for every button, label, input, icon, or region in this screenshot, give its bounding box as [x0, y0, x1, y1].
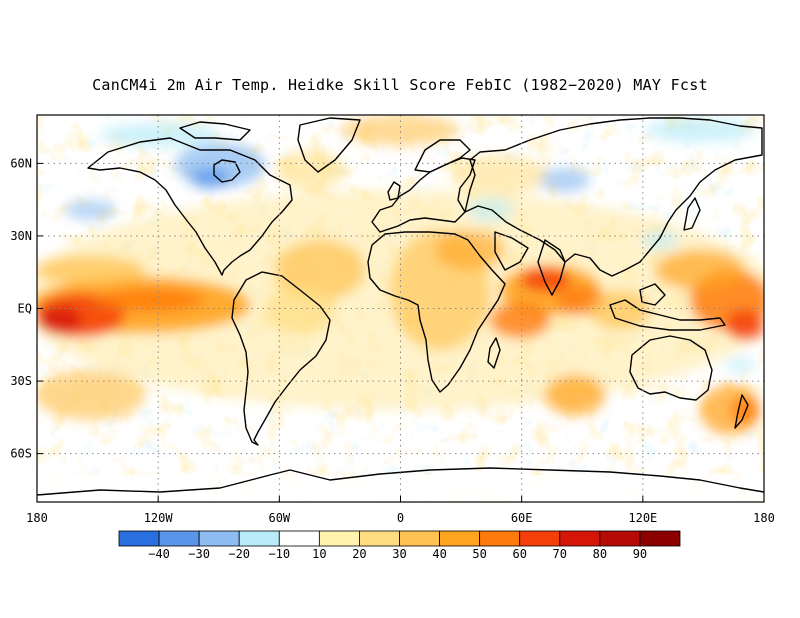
map-frame: [36, 114, 765, 503]
colorbar-label: 40: [432, 547, 446, 561]
coast-europe: [371, 157, 476, 233]
coast-hudson: [213, 159, 241, 183]
coast-arctic-islands: [179, 121, 251, 141]
coast-uk: [387, 181, 401, 201]
colorbar-swatch: [519, 530, 561, 547]
chart-title: CanCM4i 2m Air Temp. Heidke Skill Score …: [92, 76, 708, 94]
coast-india: [537, 239, 566, 296]
colorbar-label: −30: [188, 547, 210, 561]
lon-tick-label: 180: [753, 511, 775, 525]
lat-tick-label: 60N: [10, 156, 32, 170]
colorbar-label: −20: [228, 547, 250, 561]
colorbar-label: 90: [633, 547, 647, 561]
lon-tick-label: 120W: [144, 511, 174, 525]
lat-tick-label: EQ: [18, 302, 32, 316]
colorbar-swatch: [559, 530, 601, 547]
lat-tick-label: 30N: [10, 229, 32, 243]
colorbar-label: 70: [553, 547, 567, 561]
coast-greenland: [297, 117, 361, 173]
colorbar-label: 30: [392, 547, 406, 561]
coast-africa: [367, 231, 506, 393]
lat-tick-label: 60S: [10, 447, 32, 461]
colorbar-swatch: [399, 530, 440, 547]
coast-south-america: [231, 271, 331, 446]
colorbar-swatch: [479, 530, 521, 547]
colorbar: −40 −30 −20 −10 10 20 30 40 50 60 70 80 90: [118, 530, 681, 561]
coast-antarctica: [37, 467, 764, 496]
coast-indonesia: [609, 299, 726, 331]
coast-borneo: [639, 283, 666, 306]
gridlines: [37, 115, 764, 502]
coast-japan: [683, 197, 701, 231]
colorbar-swatch: [278, 530, 320, 547]
axis-ticks: [36, 162, 765, 502]
lon-tick-label: 180: [26, 511, 48, 525]
colorbar-swatch: [318, 530, 360, 547]
lon-tick-label: 60W: [268, 511, 290, 525]
lon-tick-label: 0: [397, 511, 404, 525]
coast-asia: [464, 117, 763, 277]
field-blobs: [37, 115, 764, 435]
colorbar-swatch: [118, 530, 160, 547]
coast-north-america: [87, 137, 293, 276]
coast-new-zealand: [734, 394, 749, 429]
lon-tick-label: 60E: [511, 511, 533, 525]
colorbar-swatch: [439, 530, 481, 547]
coast-scandinavia: [414, 139, 471, 173]
colorbar-label: 80: [593, 547, 607, 561]
colorbar-label: 50: [472, 547, 486, 561]
colorbar-label: −10: [268, 547, 290, 561]
colorbar-label: −40: [148, 547, 170, 561]
colorbar-swatch: [238, 530, 280, 547]
axis-labels: 60N 30N EQ 30S 60S 180 120W 60W 0 60E 120E 180: [10, 156, 775, 525]
lat-tick-label: 30S: [10, 374, 32, 388]
coast-madagascar: [487, 337, 501, 369]
colorbar-label: 20: [352, 547, 366, 561]
coast-australia: [629, 335, 713, 401]
colorbar-label: 60: [512, 547, 526, 561]
colorbar-swatch: [158, 530, 200, 547]
colorbar-swatch: [639, 530, 681, 547]
lon-tick-label: 120E: [628, 511, 657, 525]
coastlines: [37, 117, 764, 496]
colorbar-swatch: [198, 530, 240, 547]
colorbar-swatch: [599, 530, 641, 547]
colorbar-label: 10: [312, 547, 326, 561]
colorbar-swatch: [359, 530, 400, 547]
coast-arabia: [494, 231, 529, 271]
